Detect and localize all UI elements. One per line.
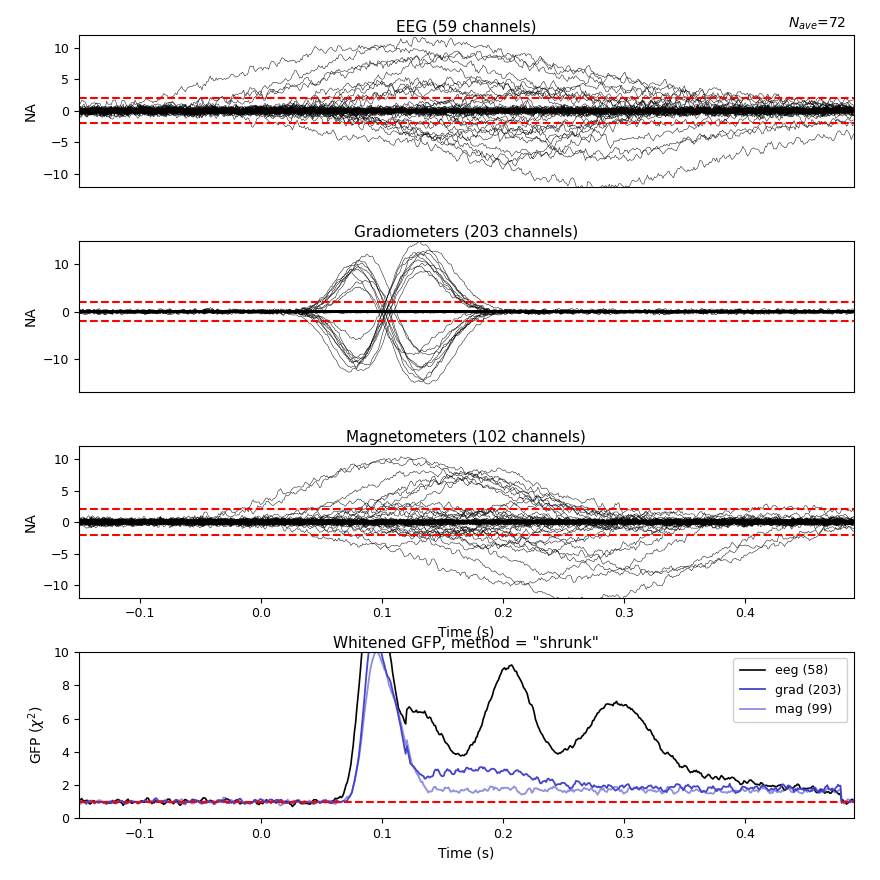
eeg (58) bbox=[74, 795, 84, 805]
Y-axis label: GFP ($\chi^2$): GFP ($\chi^2$) bbox=[26, 706, 48, 765]
Title: Whitened GFP, method = "shrunk": Whitened GFP, method = "shrunk" bbox=[334, 635, 599, 651]
grad (203) bbox=[74, 796, 84, 806]
eeg (58) bbox=[232, 795, 243, 805]
X-axis label: Time (s): Time (s) bbox=[438, 847, 495, 861]
mag (99) bbox=[117, 796, 128, 807]
eeg (58) bbox=[764, 781, 774, 791]
mag (99) bbox=[232, 796, 243, 806]
eeg (58) bbox=[128, 797, 138, 808]
mag (99) bbox=[319, 796, 330, 807]
grad (203) bbox=[233, 794, 244, 804]
Line: eeg (58): eeg (58) bbox=[79, 576, 854, 807]
grad (203) bbox=[848, 795, 859, 805]
Title: EEG (59 channels): EEG (59 channels) bbox=[396, 19, 537, 34]
mag (99) bbox=[275, 800, 286, 810]
grad (203) bbox=[370, 622, 380, 633]
Text: $N_{ave}$=72: $N_{ave}$=72 bbox=[788, 16, 846, 33]
mag (99) bbox=[74, 797, 84, 808]
eeg (58) bbox=[117, 798, 128, 809]
mag (99) bbox=[371, 645, 382, 656]
mag (99) bbox=[764, 787, 774, 797]
grad (203) bbox=[128, 796, 138, 807]
grad (203) bbox=[211, 797, 222, 808]
Line: mag (99): mag (99) bbox=[79, 650, 854, 805]
Legend: eeg (58), grad (203), mag (99): eeg (58), grad (203), mag (99) bbox=[733, 658, 847, 722]
Title: Magnetometers (102 channels): Magnetometers (102 channels) bbox=[347, 430, 586, 445]
mag (99) bbox=[209, 798, 220, 809]
Y-axis label: NA: NA bbox=[24, 101, 38, 121]
grad (203) bbox=[209, 799, 219, 810]
Title: Gradiometers (203 channels): Gradiometers (203 channels) bbox=[355, 224, 578, 239]
eeg (58) bbox=[370, 570, 380, 581]
mag (99) bbox=[128, 796, 138, 807]
eeg (58) bbox=[319, 797, 330, 808]
mag (99) bbox=[848, 796, 859, 806]
Y-axis label: NA: NA bbox=[24, 512, 38, 532]
X-axis label: Time (s): Time (s) bbox=[438, 626, 495, 640]
eeg (58) bbox=[209, 796, 220, 807]
grad (203) bbox=[117, 796, 128, 806]
Y-axis label: NA: NA bbox=[24, 306, 38, 326]
grad (203) bbox=[764, 786, 774, 796]
grad (203) bbox=[319, 796, 330, 806]
eeg (58) bbox=[287, 802, 297, 812]
Line: grad (203): grad (203) bbox=[79, 627, 854, 804]
eeg (58) bbox=[848, 795, 859, 805]
